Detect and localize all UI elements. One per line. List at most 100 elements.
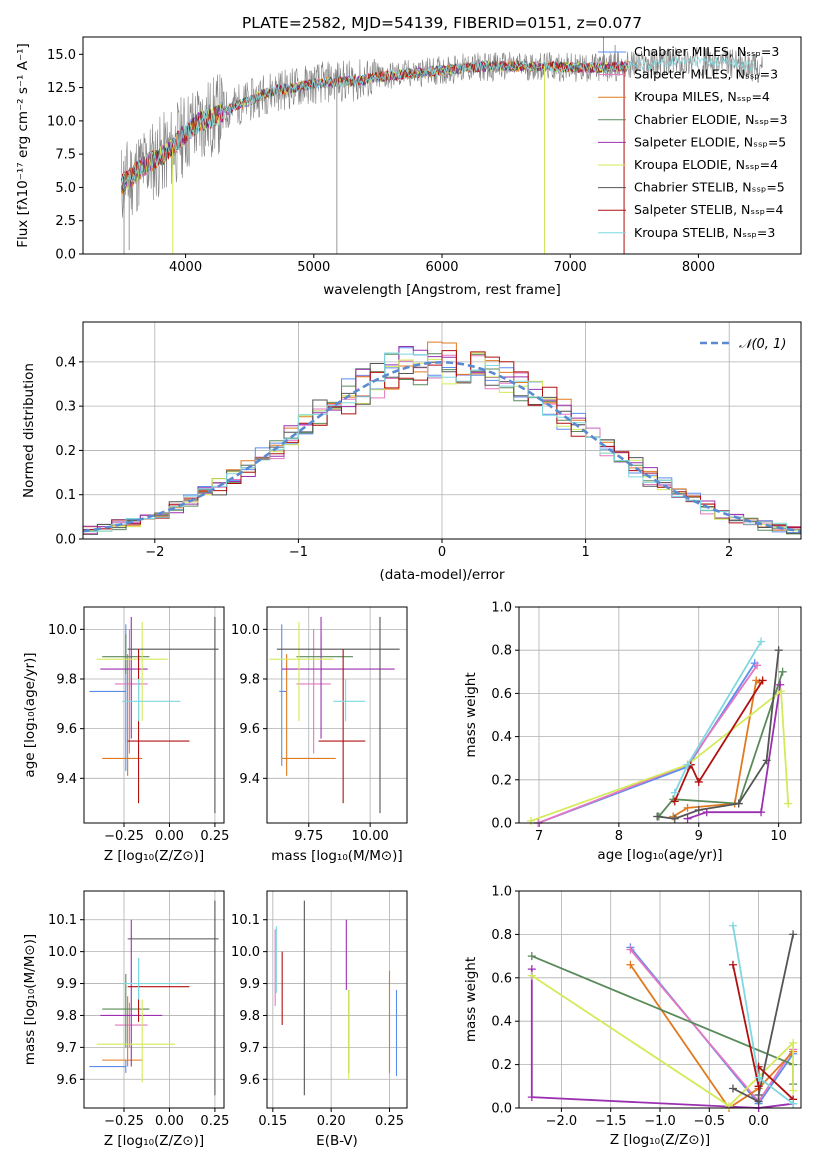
x-tick-label: −2 — [145, 545, 164, 560]
y-axis-label: Flux [fλ10⁻¹⁷ erg cm⁻² s⁻¹ A⁻¹] — [15, 43, 31, 248]
y-tick-label: 9.6 — [239, 722, 260, 737]
y-tick-label: 0.0 — [55, 533, 76, 548]
x-tick-label: 0.25 — [200, 829, 229, 844]
x-tick-label: 5000 — [297, 260, 330, 275]
y-tick-label: 0.8 — [491, 928, 512, 943]
y-tick-label: 0.0 — [491, 817, 512, 832]
x-axis-label: (data-model)/error — [379, 567, 505, 583]
legend-label: Salpeter STELIB, Nₛₛₚ=4 — [634, 202, 784, 217]
weight-point-kroupa-stelib — [728, 921, 737, 930]
y-tick-label: 1.0 — [491, 885, 512, 900]
x-tick-label: 9 — [695, 829, 703, 844]
weight-point-salpeter-elodie — [527, 1093, 536, 1102]
legend-label: Kroupa MILES, Nₛₛₚ=4 — [634, 89, 770, 104]
x-tick-label: 9.75 — [294, 829, 323, 844]
y-tick-label: 0.1 — [55, 488, 76, 503]
gaussian-curve — [82, 360, 802, 533]
weight-point-salpeter-elodie — [683, 814, 692, 823]
y-tick-label: 2.5 — [55, 214, 76, 229]
weight-point-kroupa-miles — [683, 803, 692, 812]
weight-point-salpeter-elodie — [776, 680, 785, 689]
weight-point-chabrier-stelib — [728, 1084, 737, 1093]
x-tick-label: 0.20 — [317, 1114, 346, 1129]
weight-point-kroupa-elodie — [784, 799, 793, 808]
plot-frame — [266, 606, 408, 824]
y-tick-label: 10.0 — [48, 945, 77, 960]
x-tick-label: −1.0 — [644, 1114, 676, 1129]
weight-point-chabrier-stelib — [734, 799, 743, 808]
legend-label: Salpeter ELODIE, Nₛₛₚ=5 — [634, 134, 786, 149]
y-tick-label: 0.0 — [491, 1102, 512, 1117]
x-tick-label: 10.00 — [352, 829, 389, 844]
x-tick-label: −2.0 — [546, 1114, 578, 1129]
legend-label: Chabrier ELODIE, Nₛₛₚ=3 — [634, 112, 788, 127]
y-tick-label: 7.5 — [55, 148, 76, 163]
x-axis-label: Z [log₁₀(Z/Z⊙)] — [104, 1133, 204, 1149]
plot-frame — [518, 890, 802, 1109]
chart-title: PLATE=2582, MJD=54139, FIBERID=0151, z=0… — [242, 14, 642, 32]
legend-label: Chabrier STELIB, Nₛₛₚ=5 — [634, 180, 785, 195]
weight-point-kroupa-elodie — [789, 1038, 798, 1047]
y-tick-label: 9.6 — [56, 1073, 77, 1088]
weight-point-salpeter-stelib — [694, 777, 703, 786]
plot-frame — [266, 890, 408, 1109]
weight-point-chabrier-stelib — [754, 1090, 763, 1099]
x-tick-label: 0.25 — [200, 1114, 229, 1129]
weight-line-salpeter-miles — [537, 664, 758, 824]
y-tick-label: 9.9 — [56, 977, 77, 992]
y-tick-label: 9.4 — [56, 772, 77, 787]
weight-point-kroupa-elodie — [789, 1086, 798, 1095]
y-tick-label: 0.6 — [491, 687, 512, 702]
x-tick-label: 1 — [581, 545, 589, 560]
weight-line-salpeter-stelib — [732, 964, 794, 1100]
weight-point-salpeter-miles — [626, 945, 635, 954]
model-spectrum-salpeter-elodie — [121, 60, 629, 193]
y-tick-label: 9.8 — [56, 673, 77, 688]
weight-line-salpeter-elodie — [530, 969, 794, 1109]
y-tick-label: 0.2 — [55, 444, 76, 459]
y-tick-label: 10.0 — [48, 623, 77, 638]
plot-frame — [83, 890, 225, 1109]
weight-line-kroupa-elodie — [530, 689, 790, 822]
weight-point-kroupa-stelib — [683, 760, 692, 769]
x-axis-label: wavelength [Angstrom, rest frame] — [323, 282, 561, 298]
weight-line-kroupa-miles — [629, 964, 794, 1110]
x-tick-label: 7 — [535, 829, 543, 844]
plot-frame — [82, 321, 802, 540]
x-tick-label: 0.15 — [258, 1114, 287, 1129]
y-tick-label: 9.7 — [56, 1041, 77, 1056]
weight-line-salpeter-stelib — [673, 679, 764, 802]
x-tick-label: −0.25 — [104, 829, 144, 844]
x-tick-label: 2 — [725, 545, 733, 560]
y-tick-label: 9.8 — [56, 1009, 77, 1024]
y-tick-label: 0.0 — [55, 248, 76, 263]
y-tick-label: 10.0 — [231, 945, 260, 960]
y-axis-label: mass weight — [463, 957, 479, 1042]
weight-point-kroupa-stelib — [757, 637, 766, 646]
weight-point-chabrier-stelib — [653, 812, 662, 821]
weight-point-salpeter-elodie — [757, 808, 766, 817]
weight-point-kroupa-elodie — [526, 816, 535, 825]
x-tick-label: 0.0 — [748, 1114, 769, 1129]
y-tick-label: 10.1 — [48, 913, 77, 928]
y-axis-label: mass [log₁₀(M/M⊙)] — [22, 934, 38, 1065]
x-tick-label: −1.5 — [595, 1114, 627, 1129]
weight-point-salpeter-stelib — [758, 676, 767, 685]
weight-line-chabrier-elodie — [658, 671, 784, 818]
weight-point-kroupa-stelib — [789, 1099, 798, 1108]
y-tick-label: 12.5 — [47, 81, 76, 96]
y-tick-label: 10.0 — [231, 623, 260, 638]
y-tick-label: 9.6 — [56, 722, 77, 737]
y-tick-label: 0.8 — [491, 644, 512, 659]
y-tick-label: 0.4 — [491, 1015, 512, 1030]
weight-line-kroupa-miles — [672, 678, 761, 818]
x-tick-label: 10 — [770, 829, 787, 844]
x-tick-label: 0.00 — [155, 829, 184, 844]
weight-point-chabrier-stelib — [762, 756, 771, 765]
y-axis-label: age [log₁₀(age/yr)] — [22, 652, 38, 777]
x-tick-label: 0.25 — [375, 1114, 404, 1129]
x-tick-label: 7000 — [554, 260, 587, 275]
weight-point-chabrier-stelib — [774, 646, 783, 655]
x-axis-label: mass [log₁₀(M/M⊙)] — [271, 848, 402, 864]
residual-histogram-kroupa-stelib — [83, 352, 801, 533]
